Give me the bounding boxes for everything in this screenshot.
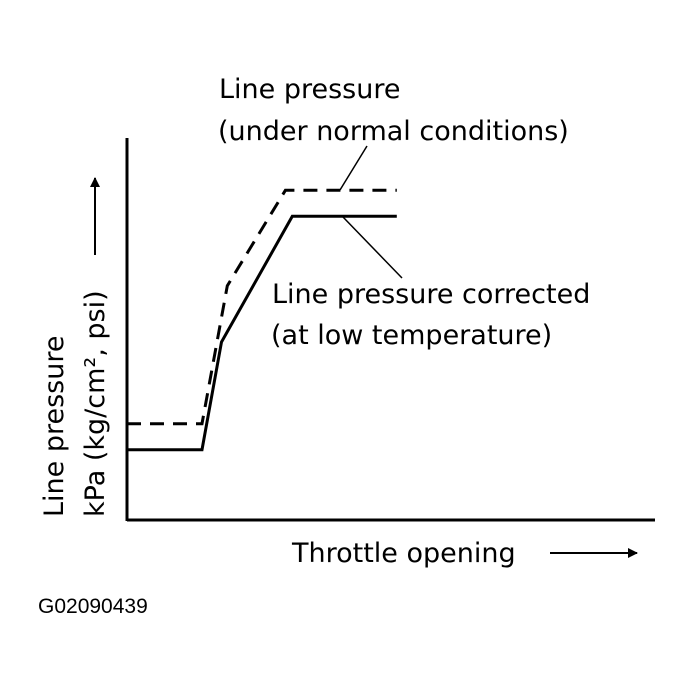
x-axis-label: Throttle opening (291, 538, 516, 569)
series-normal-line (127, 188, 397, 426)
series-corrected-label-line1: Line pressure corrected (272, 279, 590, 310)
leader-corrected (342, 216, 403, 279)
series-corrected-line (127, 214, 397, 452)
leader-normal (339, 145, 368, 191)
series-normal-label-line2: (under normal conditions) (218, 116, 569, 147)
figure-code: G02090439 (38, 595, 148, 618)
series-corrected-label-line2: (at low temperature) (271, 320, 552, 351)
y-axis-label-line1: Line pressure (39, 336, 70, 517)
y-axis-label-line2: kPa (kg/cm², psi) (80, 290, 111, 517)
series-normal-label-line1: Line pressure (219, 74, 400, 105)
